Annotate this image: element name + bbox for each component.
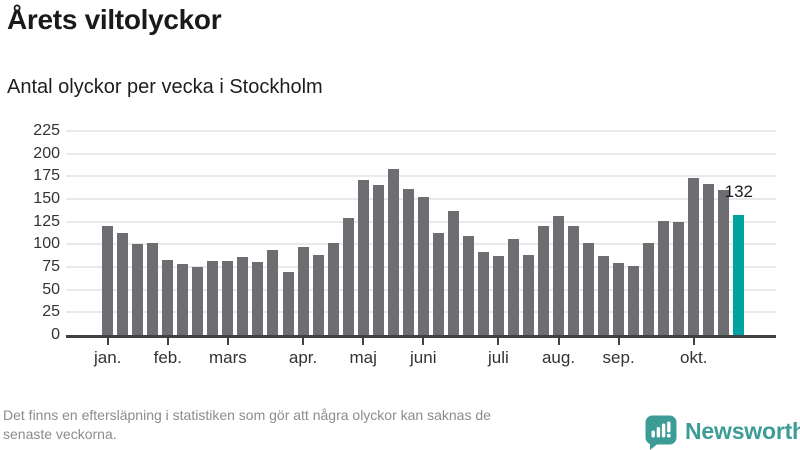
x-month-label-aug: aug. — [541, 348, 576, 367]
bar-week-13 — [282, 271, 294, 335]
bar-week-30 — [537, 226, 549, 335]
y-tick-label-175: 175 — [33, 167, 60, 185]
bar-week-26 — [477, 251, 489, 335]
x-month-label-juli: juli — [487, 348, 509, 367]
y-tick-label-0: 0 — [51, 326, 60, 343]
chart-title: Årets viltolyckor — [7, 4, 222, 35]
x-tick-juli — [497, 337, 500, 345]
chart-subtitle: Antal olyckor per vecka i Stockholm — [7, 76, 323, 98]
y-tick-label-225: 225 — [33, 122, 60, 139]
y-tick-label-150: 150 — [33, 190, 60, 207]
bar-week-38 — [658, 220, 670, 335]
gridline-175 — [66, 175, 776, 178]
x-tick-jan — [106, 337, 109, 345]
bar-week-17 — [342, 218, 354, 335]
x-month-label-mars: mars — [209, 348, 247, 367]
bar-week-28 — [507, 238, 519, 335]
bar-week-24 — [447, 210, 459, 335]
x-tick-feb — [166, 337, 169, 345]
x-month-label-maj: maj — [349, 348, 377, 367]
footnote-line-1: Det finns en eftersläpning i statistiken… — [3, 407, 491, 423]
bar-week-31 — [553, 216, 564, 335]
x-tick-mars — [226, 337, 229, 345]
bar-week-11 — [252, 261, 264, 335]
bar-week-5 — [162, 259, 174, 335]
x-tick-sep — [617, 337, 620, 345]
x-tick-maj — [362, 337, 365, 345]
y-tick-label-75: 75 — [42, 258, 60, 275]
bar-week-21 — [402, 189, 414, 335]
x-month-label-sep: sep. — [602, 348, 635, 367]
bar-week-22 — [417, 197, 429, 335]
gridline-200 — [66, 152, 776, 155]
plot-area: 0 25 50 75 100 125 150 175 200 225 jan. feb. mars apr… — [33, 122, 776, 367]
bar-week-7 — [192, 267, 204, 335]
bar-week-8 — [207, 260, 219, 335]
x-month-label-okt: okt. — [680, 348, 708, 367]
bar-week-15 — [312, 255, 324, 335]
bar-week-42 — [718, 189, 730, 335]
bar-week-4 — [147, 243, 159, 335]
bar-week-36 — [628, 266, 640, 335]
x-axis-line — [66, 335, 776, 338]
bar-week-37 — [643, 242, 655, 335]
y-tick-label-200: 200 — [33, 144, 60, 162]
x-month-label-juni: juni — [410, 348, 437, 367]
bar-week-16 — [327, 243, 339, 335]
bar-week-23 — [432, 233, 444, 335]
bar-week-1 — [102, 226, 114, 335]
x-tick-juni — [422, 337, 425, 345]
gridline-225 — [66, 130, 776, 132]
y-tick-label-25: 25 — [42, 303, 60, 321]
bar-week-32 — [568, 226, 580, 335]
bar-week-35 — [613, 263, 625, 335]
x-month-label-feb: feb. — [153, 348, 182, 367]
highlight-value-label: 132 — [724, 182, 753, 201]
bar-week-43-highlighted — [733, 215, 745, 335]
bar-week-9 — [222, 260, 234, 335]
bar-week-41 — [703, 184, 715, 335]
bar-week-18 — [357, 179, 369, 335]
x-tick-aug — [557, 337, 560, 345]
newsworthy-logo: Newsworthy — [645, 415, 800, 450]
x-tick-okt — [692, 337, 695, 345]
bar-week-25 — [462, 236, 474, 335]
bar-week-34 — [598, 256, 610, 335]
bar-week-33 — [583, 242, 595, 335]
footnote: Det finns en eftersläpning i statistiken… — [3, 406, 653, 444]
bar-week-2 — [117, 233, 129, 335]
x-month-label-apr: apr. — [288, 348, 318, 367]
newsworthy-wordmark: Newsworthy — [685, 418, 800, 444]
bar-week-19 — [372, 185, 384, 335]
bar-week-14 — [297, 247, 309, 335]
bar-week-39 — [673, 221, 685, 335]
bar-week-20 — [387, 169, 399, 335]
x-tick-apr — [302, 337, 305, 345]
bar-week-6 — [177, 264, 189, 335]
y-tick-label-50: 50 — [42, 280, 60, 298]
y-tick-label-125: 125 — [33, 212, 60, 230]
newsworthy-logo-icon — [645, 415, 677, 450]
x-month-label-jan: jan. — [93, 348, 122, 367]
bar-week-12 — [267, 249, 279, 335]
y-tick-label-100: 100 — [33, 235, 60, 253]
bar-week-27 — [492, 256, 504, 335]
bar-week-29 — [522, 255, 534, 335]
bar-week-3 — [132, 244, 144, 335]
footnote-line-2: senaste veckorna. — [3, 426, 117, 442]
bar-week-10 — [237, 257, 249, 335]
bar-week-40 — [688, 178, 700, 335]
